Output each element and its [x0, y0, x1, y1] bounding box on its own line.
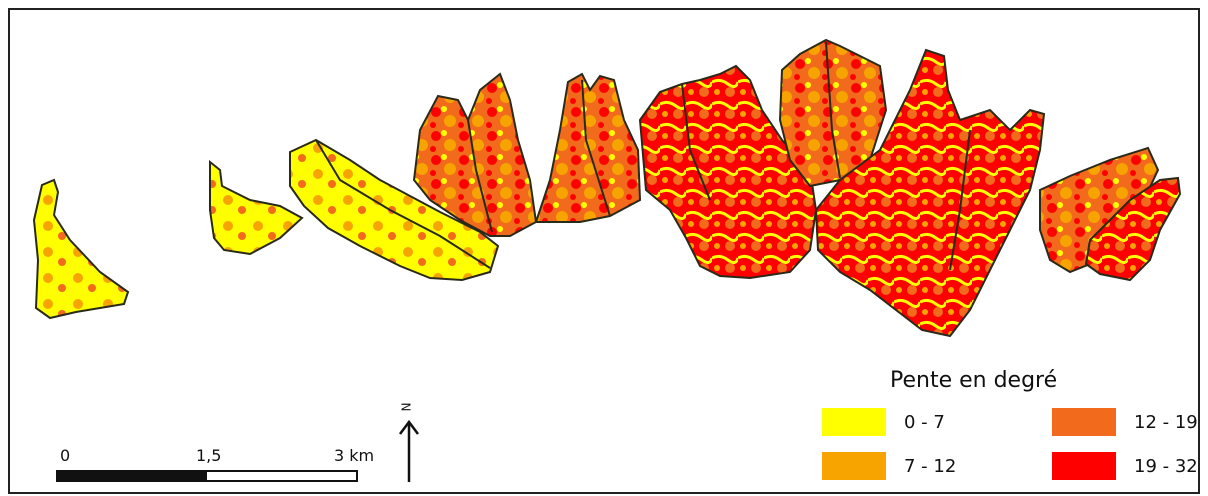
legend-item-0-7: 0 - 7 [822, 408, 945, 436]
north-label: N [398, 402, 413, 412]
scale-label-1-5: 1,5 [196, 446, 222, 465]
basin-10 [1084, 176, 1182, 282]
map-frame: Pente en degré 0 - 7 7 - 12 12 - 19 19 -… [8, 8, 1200, 494]
basin-3 [289, 138, 500, 282]
basin-2 [209, 159, 304, 256]
legend-item-7-12: 7 - 12 [822, 452, 956, 480]
scale-label-3km: 3 km [334, 446, 375, 465]
legend-swatch [1052, 408, 1116, 436]
legend-label: 0 - 7 [904, 411, 945, 433]
basin-6 [638, 64, 818, 280]
scale-bar-white-segment [207, 472, 356, 480]
scale-bar [56, 470, 358, 482]
basin-8 [814, 48, 1046, 338]
basin-3-divide [315, 139, 491, 269]
basin-7 [778, 38, 888, 188]
scale-label-0: 0 [60, 446, 71, 465]
legend-item-12-19: 12 - 19 [1052, 408, 1198, 436]
legend-item-19-32: 19 - 32 [1052, 452, 1198, 480]
legend-title: Pente en degré [890, 368, 1058, 393]
scale-bar-black-segment [58, 472, 207, 480]
legend-label: 19 - 32 [1134, 455, 1198, 477]
legend-label: 7 - 12 [904, 455, 957, 477]
legend-label: 12 - 19 [1134, 411, 1198, 433]
legend-swatch [822, 408, 886, 436]
legend-swatch [1052, 452, 1116, 480]
basin-1 [32, 178, 130, 320]
slope-map [32, 38, 1182, 338]
basin-4 [412, 72, 538, 237]
legend-swatch [822, 452, 886, 480]
north-arrow-icon [399, 419, 419, 482]
